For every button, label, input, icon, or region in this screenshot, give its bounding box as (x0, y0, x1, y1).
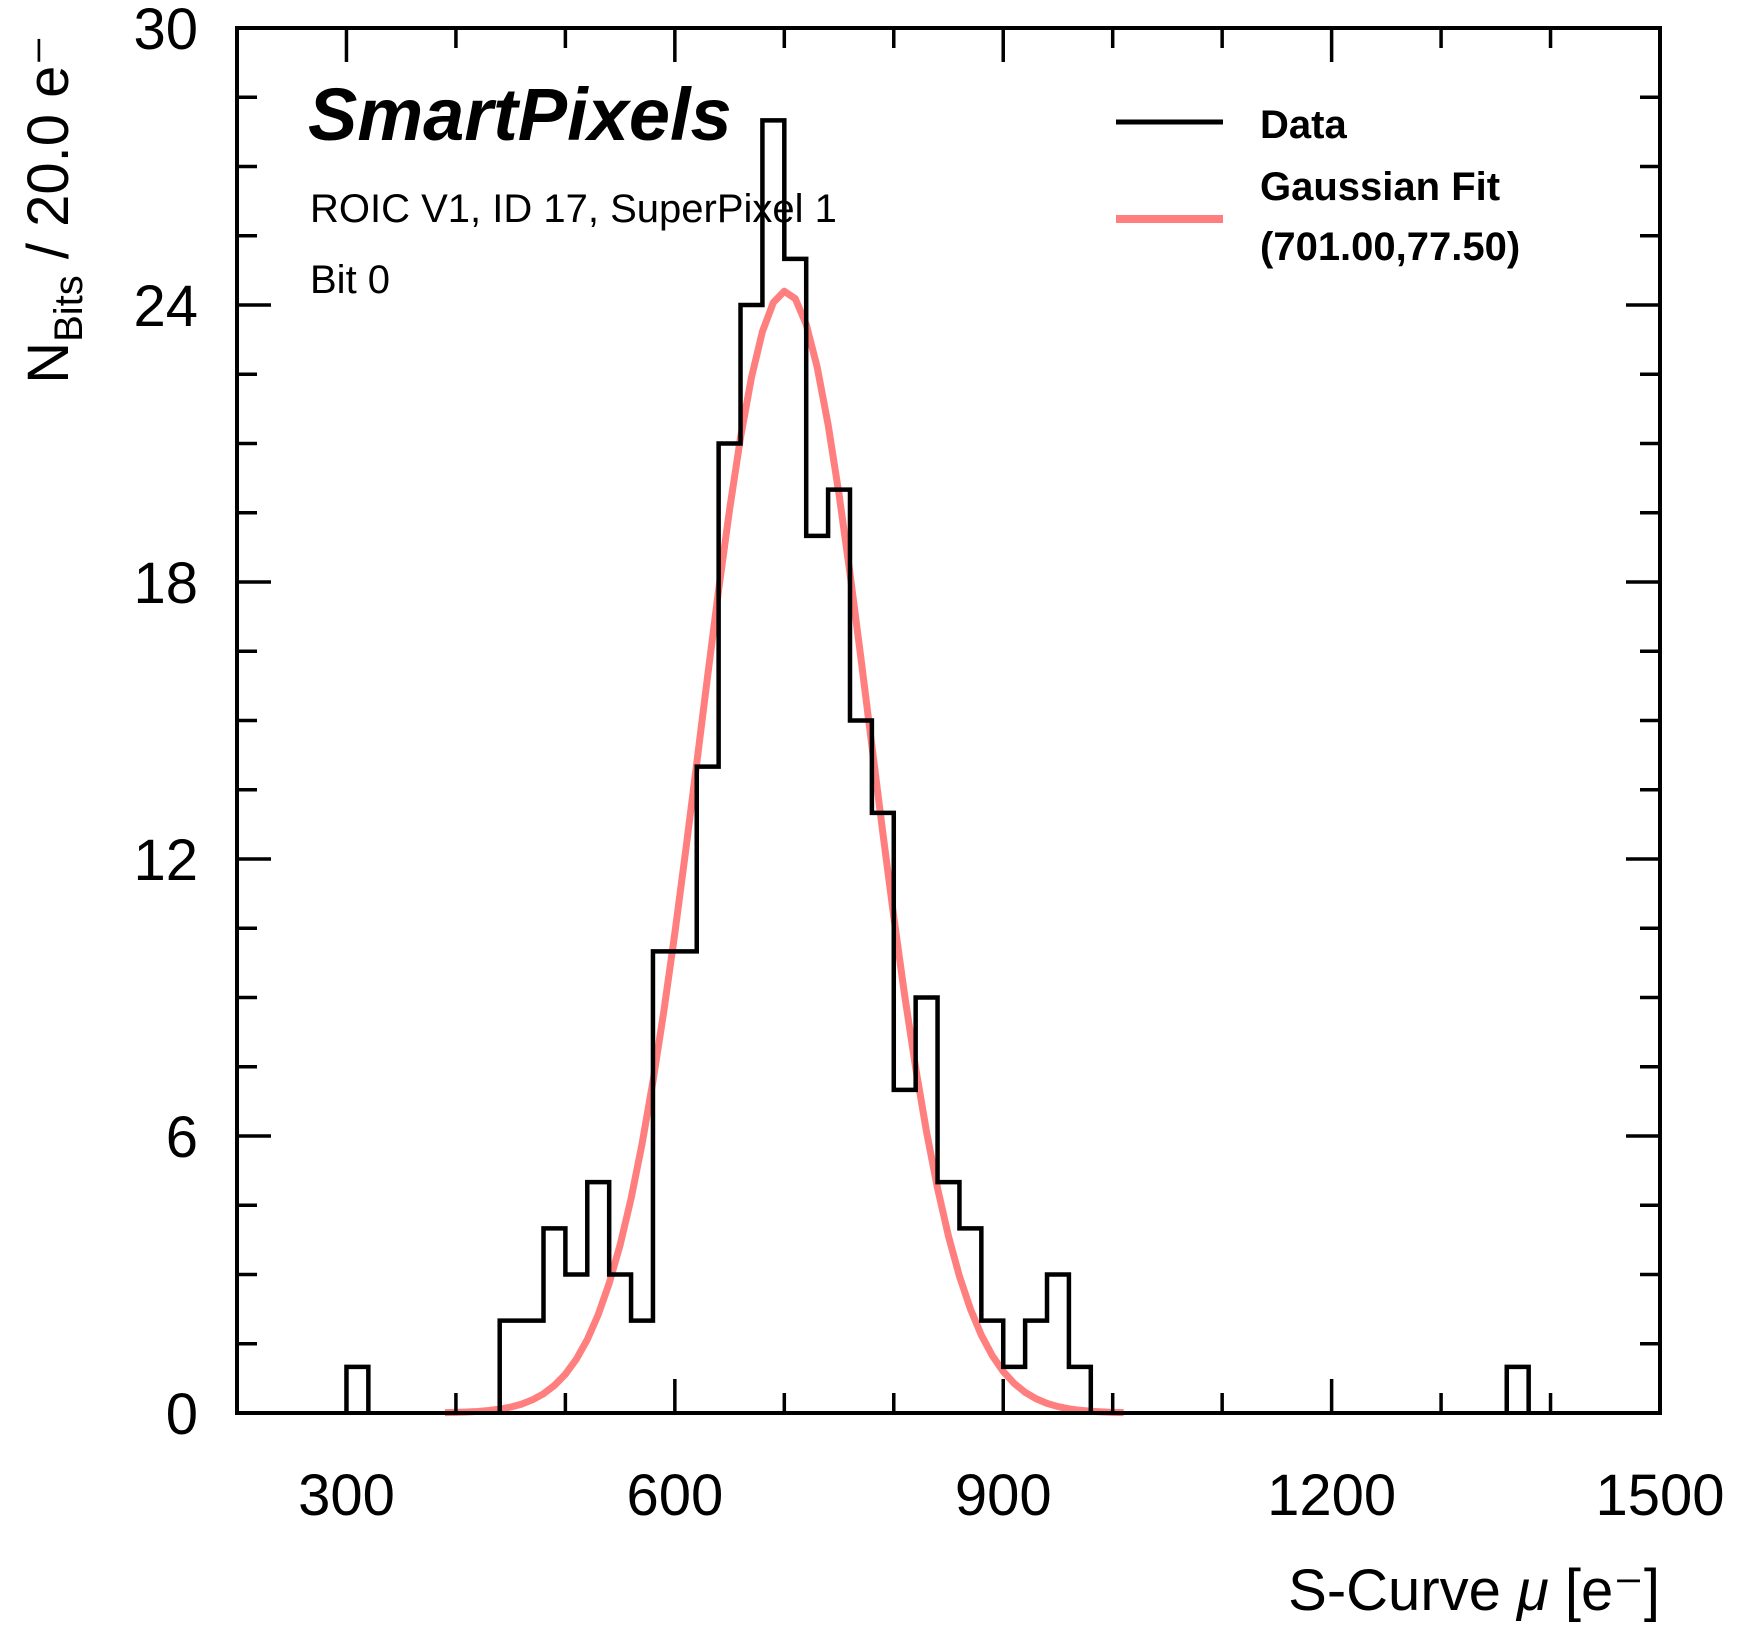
data-histogram-step (344, 118, 1531, 1413)
histogram-bin (697, 767, 719, 1413)
y-axis-title: NBits / 20.0 e⁻ (16, 35, 91, 384)
annotation-bit: Bit 0 (310, 258, 390, 302)
y-tick-label: 18 (133, 551, 198, 616)
histogram-bin (1047, 1275, 1069, 1414)
x-tick-labels: 300 600 900 1200 1500 (298, 1463, 1724, 1528)
histogram-bin (784, 259, 806, 1413)
histogram-bin (806, 536, 828, 1413)
y-tick-labels: 0 6 12 18 24 30 (133, 0, 198, 1447)
legend: Data Gaussian Fit (701.00,77.50) (1116, 103, 1520, 269)
histogram-bin (1507, 1367, 1529, 1413)
histogram-bin (828, 490, 850, 1413)
x-tick-label: 300 (298, 1463, 395, 1528)
legend-label-data: Data (1260, 103, 1347, 147)
plot-area (344, 118, 1531, 1417)
histogram-bin (916, 998, 938, 1414)
x-tick-label: 600 (626, 1463, 723, 1528)
histogram-bin (500, 1321, 522, 1413)
x-axis-title: S-Curve μ [e⁻] (1288, 1558, 1660, 1623)
x-tick-label: 1500 (1595, 1463, 1724, 1528)
axis-ticks (235, 26, 1662, 1415)
legend-label-fit-params: (701.00,77.50) (1260, 225, 1520, 269)
legend-label-fit: Gaussian Fit (1260, 165, 1500, 209)
histogram-bins (346, 120, 1528, 1413)
x-tick-label: 900 (955, 1463, 1052, 1528)
x-tick-label: 1200 (1267, 1463, 1396, 1528)
histogram-bin (741, 305, 763, 1413)
histogram-bin (609, 1275, 631, 1414)
y-tick-label: 6 (166, 1105, 198, 1170)
annotation-roic: ROIC V1, ID 17, SuperPixel 1 (310, 187, 837, 231)
histogram-bin (850, 721, 872, 1414)
histogram-bin (675, 951, 697, 1413)
y-tick-label: 30 (133, 0, 198, 62)
y-tick-label: 12 (133, 828, 198, 893)
histogram-bin (894, 1090, 916, 1413)
histogram-bin (631, 1321, 653, 1413)
gaussian-fit-curve (444, 287, 1124, 1417)
y-tick-label: 0 (166, 1382, 198, 1447)
brand-label: SmartPixels (308, 73, 732, 156)
y-tick-label: 24 (133, 274, 198, 339)
histogram-bin (346, 1367, 368, 1413)
